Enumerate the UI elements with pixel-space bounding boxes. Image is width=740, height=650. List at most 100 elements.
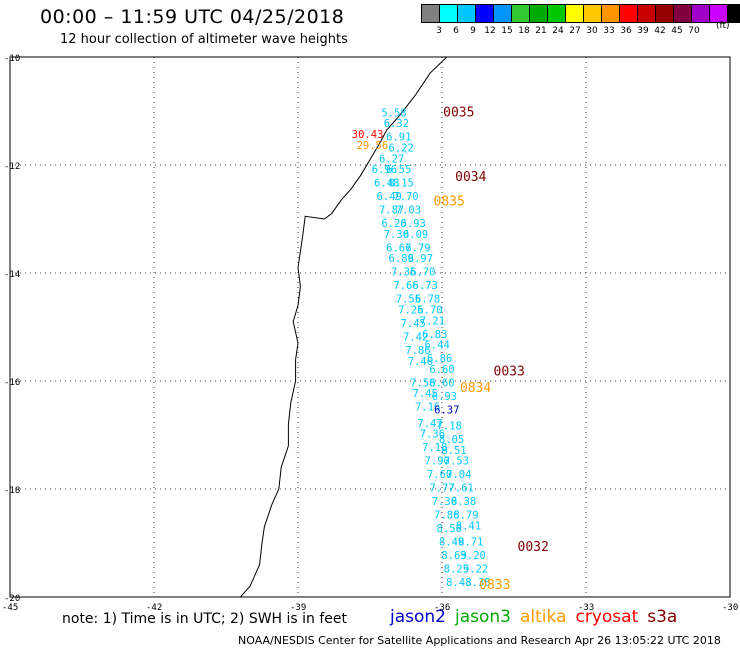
pass-time-label: 0834 bbox=[460, 381, 491, 396]
wave-height-label: 29.56 bbox=[357, 140, 389, 152]
wave-height-label: 7.66 bbox=[393, 280, 418, 292]
satellite-key-jason3: jason3 bbox=[455, 607, 511, 627]
wave-height-label: 6.60 bbox=[429, 364, 454, 376]
wave-height-label: 6.27 bbox=[379, 153, 404, 165]
wave-height-label: 8.58 bbox=[437, 523, 462, 535]
wave-height-label: 6.37 bbox=[434, 404, 459, 416]
wave-height-label: 7.04 bbox=[446, 469, 471, 481]
wave-height-label: 8.49 bbox=[439, 537, 464, 549]
legend-label: 39 bbox=[637, 26, 649, 36]
legend-swatches bbox=[421, 4, 740, 23]
pass-time-label: 0835 bbox=[434, 195, 465, 210]
wave-height-label: 7.58 bbox=[410, 377, 435, 389]
wave-height-label: 8.25 bbox=[444, 564, 469, 576]
lat-tick-label: -18 bbox=[4, 486, 20, 496]
wave-height-label: 7.16 bbox=[415, 402, 440, 414]
page-title: 00:00 – 11:59 UTC 04/25/2018 bbox=[40, 6, 345, 28]
wave-height-label: 6.93 bbox=[401, 218, 426, 230]
satellite-key-jason2: jason2 bbox=[390, 607, 446, 627]
wave-height-label: 7.45 bbox=[413, 388, 438, 400]
wave-height-label: 7.61 bbox=[449, 483, 474, 495]
wave-height-label: 8.38 bbox=[451, 496, 476, 508]
wave-height-label: 6.44 bbox=[425, 340, 450, 352]
wave-height-label: 6.55 bbox=[386, 164, 411, 176]
wave-height-label: 6.91 bbox=[386, 132, 411, 144]
wave-height-label: 7.46 bbox=[408, 356, 433, 368]
legend-label: 12 bbox=[484, 26, 496, 36]
coastline bbox=[240, 56, 448, 598]
wave-height-label: 7.25 bbox=[398, 305, 423, 317]
wave-height-label: 7.53 bbox=[444, 456, 469, 468]
wave-height-label: 6.89 bbox=[389, 253, 414, 265]
wave-height-label: 6.70 bbox=[417, 305, 442, 317]
legend-label: 6 bbox=[453, 26, 459, 36]
wave-height-label: 7.55 bbox=[396, 294, 421, 306]
wave-height-label: 7.30 bbox=[384, 229, 409, 241]
legend-label: 15 bbox=[501, 26, 513, 36]
wave-height-label: 7.21 bbox=[420, 315, 445, 327]
pass-time-label: 0033 bbox=[494, 365, 525, 380]
lat-tick-label: -12 bbox=[4, 162, 20, 172]
wave-height-label: 7.30 bbox=[432, 496, 457, 508]
wave-height-label: 7.90 bbox=[425, 456, 450, 468]
wave-height-label: 8.63 bbox=[441, 550, 466, 562]
wave-height-label: 7.77 bbox=[429, 483, 454, 495]
wave-height-label: 6.70 bbox=[410, 267, 435, 279]
wave-height-label: 7.18 bbox=[437, 421, 462, 433]
wave-height-label: 7.45 bbox=[401, 318, 426, 330]
legend-label: 30 bbox=[586, 26, 598, 36]
wave-height-label: 7.87 bbox=[379, 205, 404, 217]
legend-label: 70 bbox=[688, 26, 700, 36]
legend-label: 9 bbox=[470, 26, 476, 36]
wave-height-label: 7.36 bbox=[420, 429, 445, 441]
wave-height-label: 6.48 bbox=[374, 178, 399, 190]
lat-tick-label: -10 bbox=[4, 54, 20, 64]
wave-height-label: 7.70 bbox=[393, 191, 418, 203]
lat-tick-label: -14 bbox=[4, 270, 20, 280]
satellite-key-altika: altika bbox=[520, 607, 567, 627]
wave-height-label: 7.86 bbox=[405, 345, 430, 357]
wave-height-label: 6.79 bbox=[405, 242, 430, 254]
footer-note: note: 1) Time is in UTC; 2) SWH is in fe… bbox=[62, 611, 348, 627]
pass-time-label: 0034 bbox=[455, 170, 486, 185]
lon-tick-label: -36 bbox=[434, 603, 450, 613]
satellite-key-s3a: s3a bbox=[647, 607, 678, 627]
wave-height-label: 6.83 bbox=[422, 329, 447, 341]
wave-height-label: 8.79 bbox=[453, 510, 478, 522]
wave-height-label: 6.32 bbox=[384, 118, 409, 130]
legend-swatch bbox=[727, 4, 740, 23]
legend-labels: 3 6 9 12 15 18 21 24 27 30 33 36 39 42 45 70 bbox=[422, 23, 740, 36]
lon-tick-label: -42 bbox=[146, 603, 162, 613]
lat-tick-label: -16 bbox=[4, 378, 20, 388]
wave-height-label: 8.05 bbox=[439, 434, 464, 446]
satellite-key-cryosat: cryosat bbox=[575, 607, 639, 627]
wave-height-label: 6.67 bbox=[386, 242, 411, 254]
legend-label: 3 bbox=[436, 26, 442, 36]
wave-height-label: 6.60 bbox=[429, 377, 454, 389]
lon-tick-label: -33 bbox=[578, 603, 594, 613]
page-subtitle: 12 hour collection of altimeter wave hei… bbox=[60, 32, 348, 47]
wave-height-label: 5.58 bbox=[381, 107, 406, 119]
footer-credit: NOAA/NESDIS Center for Satellite Applica… bbox=[238, 634, 721, 647]
wave-height-label: 8.71 bbox=[458, 537, 483, 549]
wave-height-label: 6.22 bbox=[389, 143, 414, 155]
legend-label: 24 bbox=[552, 26, 564, 36]
wave-height-label: 7.03 bbox=[396, 205, 421, 217]
wave-height-label: 6.73 bbox=[413, 280, 438, 292]
wave-height-label: 6.09 bbox=[403, 229, 428, 241]
wave-height-label: 7.18 bbox=[422, 442, 447, 454]
pass-time-label: 0833 bbox=[479, 578, 510, 593]
legend-label: 33 bbox=[603, 26, 615, 36]
wave-height-label: 8.15 bbox=[389, 178, 414, 190]
pass-time-label: 0032 bbox=[518, 540, 549, 555]
pass-time-label: 0035 bbox=[443, 105, 474, 120]
wave-height-label: 6.78 bbox=[415, 294, 440, 306]
legend-label: 42 bbox=[654, 26, 666, 36]
wave-height-label: 9.22 bbox=[463, 564, 488, 576]
legend-label: 45 bbox=[671, 26, 683, 36]
lon-tick-label: -39 bbox=[290, 603, 306, 613]
legend-label: 18 bbox=[518, 26, 530, 36]
wave-height-label: 7.47 bbox=[417, 418, 442, 430]
legend-label: 21 bbox=[535, 26, 547, 36]
